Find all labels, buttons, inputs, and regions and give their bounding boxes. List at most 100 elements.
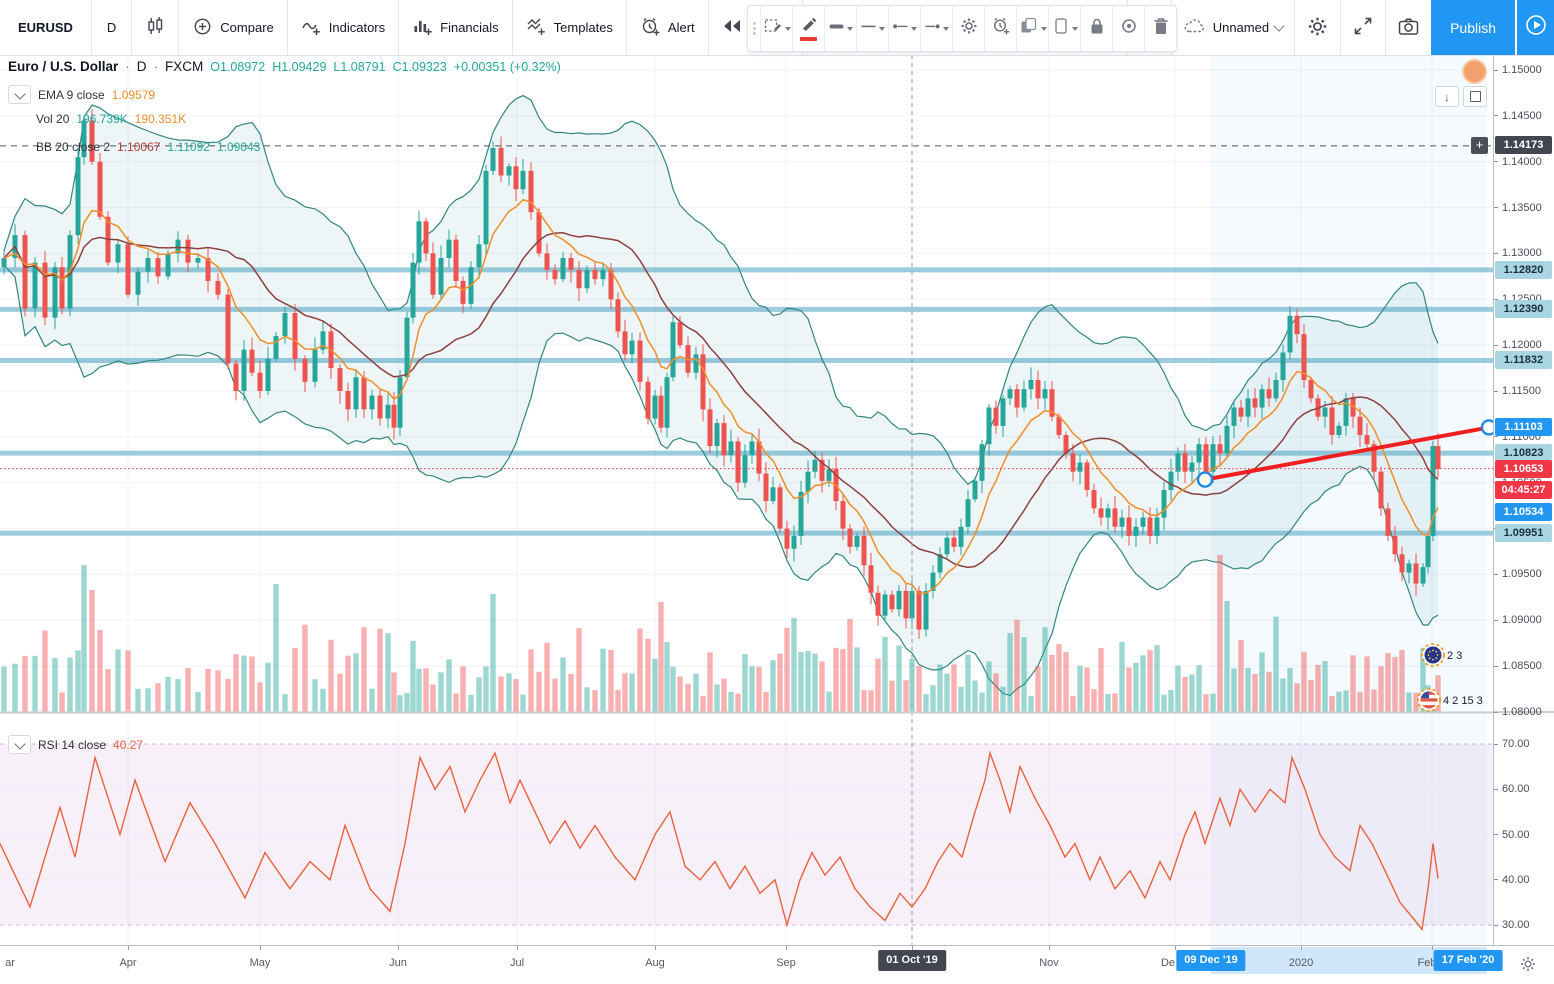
rsi-tick: 70.00 [1494, 738, 1530, 750]
bring-forward-button[interactable] [1017, 6, 1049, 51]
volume-bar [903, 680, 909, 712]
price-rsi-plot[interactable]: 2 3 4 2 15 3 [0, 55, 1493, 945]
thin-line-icon [860, 16, 877, 41]
trend-handle-start[interactable] [1196, 471, 1214, 488]
candle-body [670, 322, 676, 378]
volume-bar [81, 565, 87, 712]
trend-line[interactable] [1203, 425, 1491, 482]
compare-button[interactable]: Compare [179, 0, 288, 55]
interval-button[interactable]: D [91, 0, 133, 55]
restore-view-button[interactable] [1463, 86, 1487, 107]
candle-body [241, 349, 247, 391]
volume-bar [292, 647, 298, 712]
volume-bar [1140, 655, 1146, 712]
candle-body [1252, 398, 1258, 408]
volume-bar [1371, 689, 1377, 712]
indicators-icon [301, 16, 322, 40]
candle-body [1000, 398, 1006, 426]
price-tick: 1.12000 [1494, 339, 1542, 351]
volume-bar [749, 666, 755, 712]
add-alert-plus-button[interactable]: + [1471, 137, 1488, 154]
fullscreen-button[interactable] [1340, 0, 1386, 55]
chart-settings-button[interactable] [1294, 0, 1341, 55]
add-alert-button[interactable] [985, 6, 1017, 51]
candle-body [770, 487, 776, 502]
rsi-tick: 40.00 [1494, 874, 1530, 886]
volume-bar [1301, 652, 1307, 712]
publish-button[interactable]: Publish [1431, 0, 1515, 55]
volume-bar [282, 694, 288, 712]
volume-bar [528, 649, 534, 712]
symbol-button[interactable]: EURUSD [0, 0, 92, 55]
time-tick [398, 946, 399, 950]
pencil-icon [800, 16, 818, 36]
idea-avatar[interactable] [1462, 59, 1487, 84]
indicators-button[interactable]: Indicators [287, 0, 400, 55]
volume-bar [622, 673, 628, 712]
bb-basis-line [3, 232, 1439, 569]
volume-bar [361, 627, 367, 712]
line-style-button[interactable] [857, 6, 889, 51]
volume-bar [506, 673, 512, 712]
indicator-collapse-button[interactable] [8, 85, 31, 104]
screenshot-button[interactable] [1385, 0, 1432, 55]
trend-handle-end[interactable] [1480, 419, 1493, 436]
price-badge-red: 1.10653 [1495, 460, 1552, 478]
visibility-button[interactable] [1113, 6, 1145, 51]
draw-color-button[interactable] [793, 6, 825, 51]
chart-type-button[interactable] [132, 0, 180, 55]
line-thickness-button[interactable] [825, 6, 857, 51]
scroll-down-button[interactable]: ↓ [1435, 86, 1459, 107]
candle-body [292, 313, 298, 359]
clone-button[interactable] [1049, 6, 1081, 51]
price-badge-blue: 1.11103 [1495, 418, 1552, 436]
volume-bar [777, 653, 783, 712]
publish-play-button[interactable] [1517, 0, 1554, 55]
price-axis[interactable]: 1.150001.145001.140001.135001.130001.125… [1493, 55, 1554, 945]
alert-button[interactable]: Alert [626, 0, 709, 55]
line-end-button[interactable] [921, 6, 953, 51]
volume-bar [1203, 694, 1209, 712]
candlestick-icon [145, 15, 165, 40]
line-start-button[interactable] [889, 6, 921, 51]
volume-bar [1259, 652, 1265, 712]
volume-bar [225, 678, 231, 712]
time-axis[interactable]: ar Apr May Jun Jul Aug Sep Nov De 2020 Feb 01 Oct '… [0, 945, 1554, 984]
candle-body [416, 221, 422, 263]
delete-drawing-button[interactable] [1145, 6, 1176, 51]
timezone-gear-icon[interactable] [1519, 955, 1537, 976]
candle-body [958, 526, 964, 547]
templates-button[interactable]: Templates [512, 0, 627, 55]
candle-body [916, 590, 922, 630]
price-tick: 1.13000 [1494, 247, 1542, 259]
financials-button[interactable]: Financials [399, 0, 513, 55]
candle-body [608, 269, 614, 300]
volume-bar [320, 688, 326, 712]
candle-body [1413, 563, 1419, 584]
selection-tool-button[interactable] [761, 6, 793, 51]
time-tick [1049, 946, 1050, 950]
candle-body [446, 239, 452, 259]
us-event-count: 4 2 15 3 [1443, 695, 1483, 707]
candle-body [965, 499, 971, 527]
pane-separator-line[interactable] [0, 711, 1493, 714]
rsi-collapse-button[interactable] [8, 735, 31, 754]
volume-bar [369, 688, 375, 712]
economic-events[interactable]: 2 3 4 2 15 3 [1417, 643, 1483, 712]
volume-bar [951, 664, 957, 712]
volume-bar [544, 642, 550, 712]
toolbar-drag-handle[interactable] [748, 6, 761, 51]
volume-bar [1308, 679, 1314, 712]
eu-star [1432, 649, 1434, 652]
drawing-settings-button[interactable] [953, 6, 985, 51]
candle-body [195, 258, 201, 263]
chevron-down-icon [879, 26, 885, 31]
candle-body [81, 120, 87, 158]
volume-bar [721, 678, 727, 712]
cloud-layout-button[interactable]: Unnamed [1170, 0, 1295, 55]
candle-body [560, 258, 566, 280]
volume-bar [490, 594, 496, 712]
lock-button[interactable] [1081, 6, 1113, 51]
